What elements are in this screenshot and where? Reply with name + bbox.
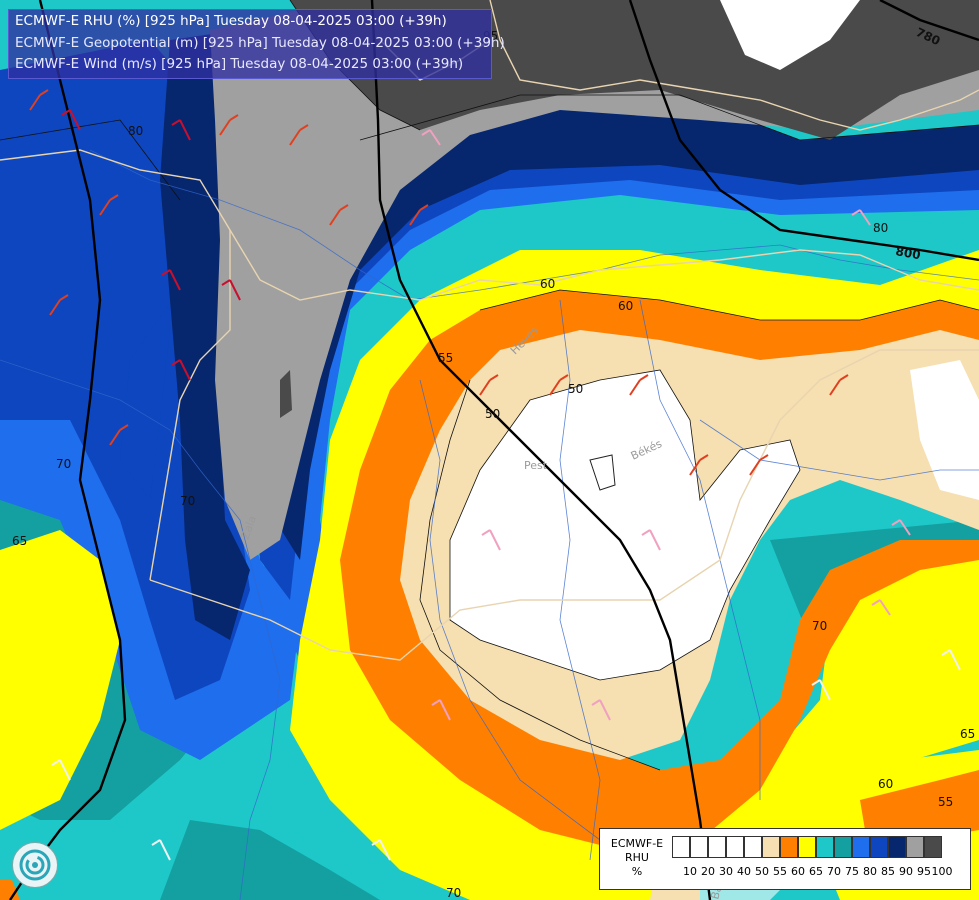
legend-swatch — [870, 836, 888, 858]
rhu-contour-label-70-b: 70 — [812, 619, 827, 633]
admin-borders — [0, 0, 979, 661]
rhu-band-below-55 — [450, 360, 979, 680]
legend-tick-label: 60 — [791, 865, 805, 878]
legend-swatch — [690, 836, 708, 858]
legend-swatch — [672, 836, 690, 858]
legend-swatch — [888, 836, 906, 858]
rhu-contour-label-70-a: 70 — [56, 457, 71, 471]
rhu-contour-label-65-b: 65 — [960, 727, 975, 741]
ecmwf-logo-icon — [12, 842, 58, 888]
rhu-contour-label-70-c: 70 — [446, 886, 461, 900]
legend-tick-label: 30 — [719, 865, 733, 878]
legend-tick-label: 40 — [737, 865, 751, 878]
legend-swatch — [816, 836, 834, 858]
legend-swatch — [906, 836, 924, 858]
legend-tick-label: 55 — [773, 865, 787, 878]
rhu-contour-label-65-a: 65 — [12, 534, 27, 548]
legend-tick-label: 90 — [899, 865, 913, 878]
rhu-contour-label-55-b: 55 — [938, 795, 953, 809]
title-panel: ECMWF-E RHU (%) [925 hPa] Tuesday 08-04-… — [8, 9, 505, 79]
rhu-contour-label-50-b: 50 — [485, 407, 500, 421]
title-rhu: ECMWF-E RHU (%) [925 hPa] Tuesday 08-04-… — [15, 13, 447, 29]
rhu-band-95-100 — [210, 10, 979, 560]
place-label-pest: Pest — [524, 459, 548, 472]
geopotential-isohypses — [9, 0, 979, 900]
legend-tick-label: 10 — [683, 865, 697, 878]
legend-model: ECMWF-E — [610, 837, 664, 850]
legend-variable: RHU — [625, 851, 649, 864]
legend-label: ECMWF-E RHU % — [605, 837, 669, 879]
title-wind: ECMWF-E Wind (m/s) [925 hPa] Tuesday 08-… — [15, 56, 464, 72]
legend-swatch — [852, 836, 870, 858]
isohypse-label-80-a: 80 — [873, 221, 888, 235]
legend-swatch — [726, 836, 744, 858]
rhu-contour-label-60-b: 60 — [540, 277, 555, 291]
legend-unit: % — [631, 865, 643, 878]
rhu-legend: ECMWF-E RHU % 10 20 30 40 50 55 60 65 70 75 80 85 90… — [599, 828, 971, 890]
rhu-contour-label-70-d: 70 — [180, 494, 195, 508]
title-geopotential: ECMWF-E Geopotential (m) [925 hPa] Tuesd… — [15, 35, 505, 51]
legend-tick-label: 50 — [755, 865, 769, 878]
legend-swatch — [924, 836, 942, 858]
rhu-contour-label-55-a: 55 — [438, 351, 453, 365]
legend-tick-label: 20 — [701, 865, 715, 878]
rhu-contour-lines — [0, 0, 979, 771]
legend-tick-label: 65 — [809, 865, 823, 878]
rhu-contour-label-60-a: 60 — [618, 299, 633, 313]
rhu-contour-label-60-c: 60 — [878, 777, 893, 791]
legend-swatch — [798, 836, 816, 858]
legend-swatches — [672, 836, 942, 858]
legend-tick-label: 75 — [845, 865, 859, 878]
legend-tick-label: 100 — [931, 865, 953, 878]
legend-swatch — [780, 836, 798, 858]
legend-tick-label: 85 — [881, 865, 895, 878]
rhu-dry-pocket-north — [720, 0, 860, 70]
wind-barbs — [29, 89, 961, 861]
rhu-contour-label-50-a: 50 — [568, 382, 583, 396]
legend-swatch — [708, 836, 726, 858]
legend-tick-label: 95 — [917, 865, 931, 878]
legend-tick-label: 70 — [827, 865, 841, 878]
legend-swatch — [744, 836, 762, 858]
legend-swatch — [762, 836, 780, 858]
isohypse-label-80-b: 80 — [128, 124, 143, 138]
legend-swatch — [834, 836, 852, 858]
legend-tick-label: 80 — [863, 865, 877, 878]
isohypse-label-800: 800 — [894, 244, 921, 262]
rivers — [0, 149, 979, 900]
